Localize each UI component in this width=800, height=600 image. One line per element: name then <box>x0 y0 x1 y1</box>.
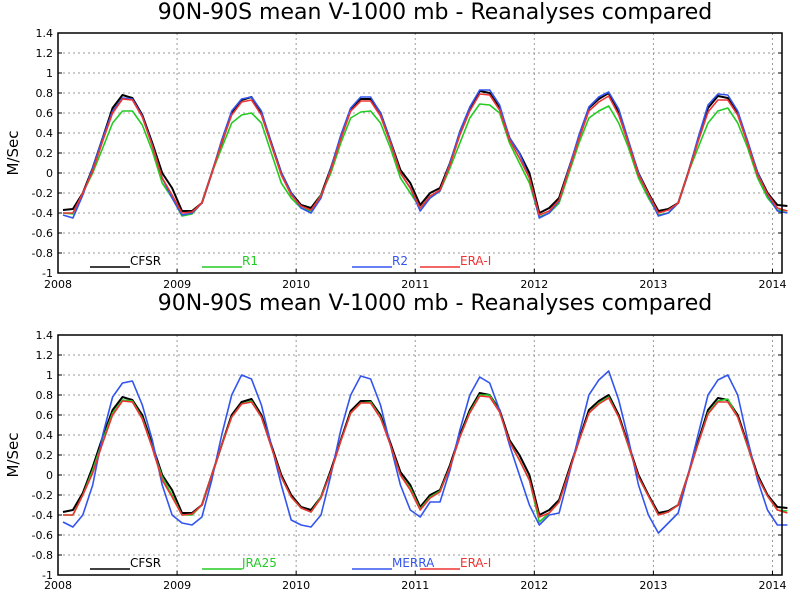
plot-frame <box>57 334 783 576</box>
legend-label: CFSR <box>130 556 161 570</box>
x-tick-label: 2009 <box>163 278 191 291</box>
y-tick-label: -1 <box>42 267 53 280</box>
legend-label: ERA-I <box>460 254 491 268</box>
y-tick-label: -0.8 <box>32 247 53 260</box>
legend-label: JRA25 <box>241 556 277 570</box>
y-tick-label: 1.4 <box>36 27 54 40</box>
y-tick-label: -0.2 <box>32 187 53 200</box>
y-tick-label: 0.4 <box>36 429 54 442</box>
x-tick-label: 2008 <box>44 278 72 291</box>
x-tick-label: 2012 <box>520 579 548 592</box>
y-tick-label: -1 <box>42 569 53 582</box>
y-tick-label: -0.6 <box>32 529 53 542</box>
chart-panel-2: 90N-90S mean V-1000 mb - Reanalyses comp… <box>4 291 788 592</box>
plot-frame <box>57 32 783 274</box>
y-axis-label: M/Sec <box>4 131 22 176</box>
x-tick-label: 2013 <box>639 579 667 592</box>
series-line-r2 <box>62 89 788 219</box>
y-tick-label: -0.2 <box>32 489 53 502</box>
y-tick-label: 1 <box>46 67 53 80</box>
x-tick-label: 2010 <box>282 278 310 291</box>
y-tick-label: 0.2 <box>36 147 54 160</box>
y-tick-label: 0.6 <box>36 409 54 422</box>
chart-title: 90N-90S mean V-1000 mb - Reanalyses comp… <box>158 291 713 316</box>
legend-label: CFSR <box>130 254 161 268</box>
y-tick-label: -0.4 <box>32 207 53 220</box>
series-line-cfsr <box>62 392 788 516</box>
y-tick-label: 1.2 <box>36 47 54 60</box>
y-tick-label: -0.4 <box>32 509 53 522</box>
x-tick-label: 2008 <box>44 579 72 592</box>
x-tick-label: 2012 <box>520 278 548 291</box>
legend-label: ERA-I <box>460 556 491 570</box>
series-line-era-i <box>63 93 788 216</box>
y-tick-label: 1 <box>46 369 53 382</box>
x-tick-label: 2014 <box>758 278 786 291</box>
y-tick-label: 0.4 <box>36 127 54 140</box>
y-tick-label: 0 <box>46 469 53 482</box>
series-line-cfsr <box>62 90 788 214</box>
chart-panel-1: 90N-90S mean V-1000 mb - Reanalyses comp… <box>4 0 788 291</box>
y-tick-label: -0.6 <box>32 227 53 240</box>
x-tick-label: 2011 <box>401 278 429 291</box>
x-tick-label: 2014 <box>758 579 786 592</box>
y-tick-label: 0.8 <box>36 389 54 402</box>
y-tick-label: 0 <box>46 167 53 180</box>
y-tick-label: 0.2 <box>36 449 54 462</box>
x-tick-label: 2011 <box>401 579 429 592</box>
series-line-merra <box>62 370 788 534</box>
legend-label: R2 <box>392 254 408 268</box>
y-tick-label: 1.2 <box>36 349 54 362</box>
y-tick-label: 0.6 <box>36 107 54 120</box>
series-line-era-i <box>63 395 788 518</box>
y-tick-label: 1.4 <box>36 329 54 342</box>
y-tick-label: -0.8 <box>32 549 53 562</box>
chart-title: 90N-90S mean V-1000 mb - Reanalyses comp… <box>158 0 713 25</box>
x-tick-label: 2010 <box>282 579 310 592</box>
legend-label: MERRA <box>392 556 435 570</box>
x-tick-label: 2013 <box>639 278 667 291</box>
legend-label: R1 <box>242 254 258 268</box>
y-axis-label: M/Sec <box>4 433 22 478</box>
y-tick-label: 0.8 <box>36 87 54 100</box>
x-tick-label: 2009 <box>163 579 191 592</box>
